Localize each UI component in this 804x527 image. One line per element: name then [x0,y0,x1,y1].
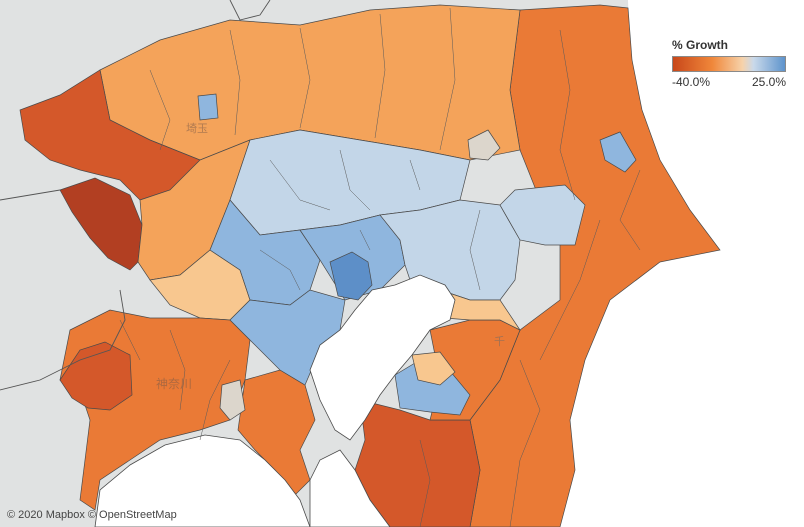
label-kanagawa: 神奈川 [156,377,192,391]
outer-borders [0,0,271,391]
uraga-channel [309,449,391,527]
region-hachioji[interactable] [219,379,246,421]
tokyo-bay [309,274,456,441]
map-attribution: © 2020 Mapbox © OpenStreetMap [7,509,177,521]
region-sakura[interactable] [411,351,456,386]
legend-min-label: -40.0% [672,75,711,89]
osm-attribution-link[interactable]: © OpenStreetMap [87,509,177,521]
mapbox-attribution-link[interactable]: © 2020 Mapbox [7,509,85,521]
region-tokyo-core[interactable] [329,251,373,301]
region-tsukuba[interactable] [467,129,501,161]
label-chiba: 千 [494,335,505,348]
sagami-bay [94,434,311,527]
legend-labels: -40.0% 25.0% [672,75,786,89]
ocean-east [560,0,804,527]
region-inzai[interactable] [499,184,586,246]
legend-max-label: 25.0% [751,75,786,89]
color-legend[interactable]: % Growth -40.0% 25.0% [672,38,790,89]
municipal-boundaries [119,7,641,527]
label-saitama: 埼玉 [186,121,208,135]
region-ome[interactable] [197,93,219,121]
legend-gradient [672,56,786,72]
legend-title: % Growth [672,38,728,52]
region-narita[interactable] [599,131,637,173]
region-chichibu[interactable] [59,177,143,271]
region-boso-south[interactable] [354,399,481,527]
region-odawara[interactable] [59,341,133,411]
